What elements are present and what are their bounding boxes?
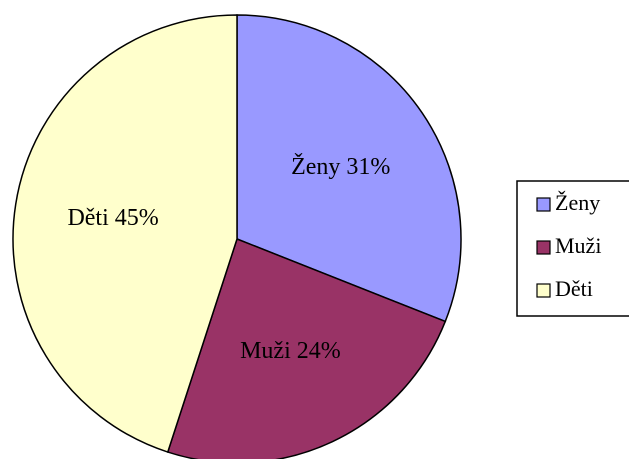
data-label: Muži 24% — [240, 338, 341, 364]
legend-label: Ženy — [555, 190, 600, 215]
data-label: Ženy 31% — [291, 154, 390, 180]
pie-slice — [12, 14, 238, 453]
legend-swatch — [536, 240, 551, 255]
legend-label: Muži — [555, 233, 601, 258]
legend-label: Děti — [555, 276, 593, 301]
legend-swatch — [536, 283, 551, 298]
pie-slice — [236, 14, 462, 323]
legend-swatch — [536, 197, 551, 212]
legend: Ženy Muži Děti — [516, 180, 629, 317]
data-label: Děti 45% — [67, 205, 158, 231]
legend-box — [516, 180, 629, 317]
pie-slice — [166, 238, 447, 459]
